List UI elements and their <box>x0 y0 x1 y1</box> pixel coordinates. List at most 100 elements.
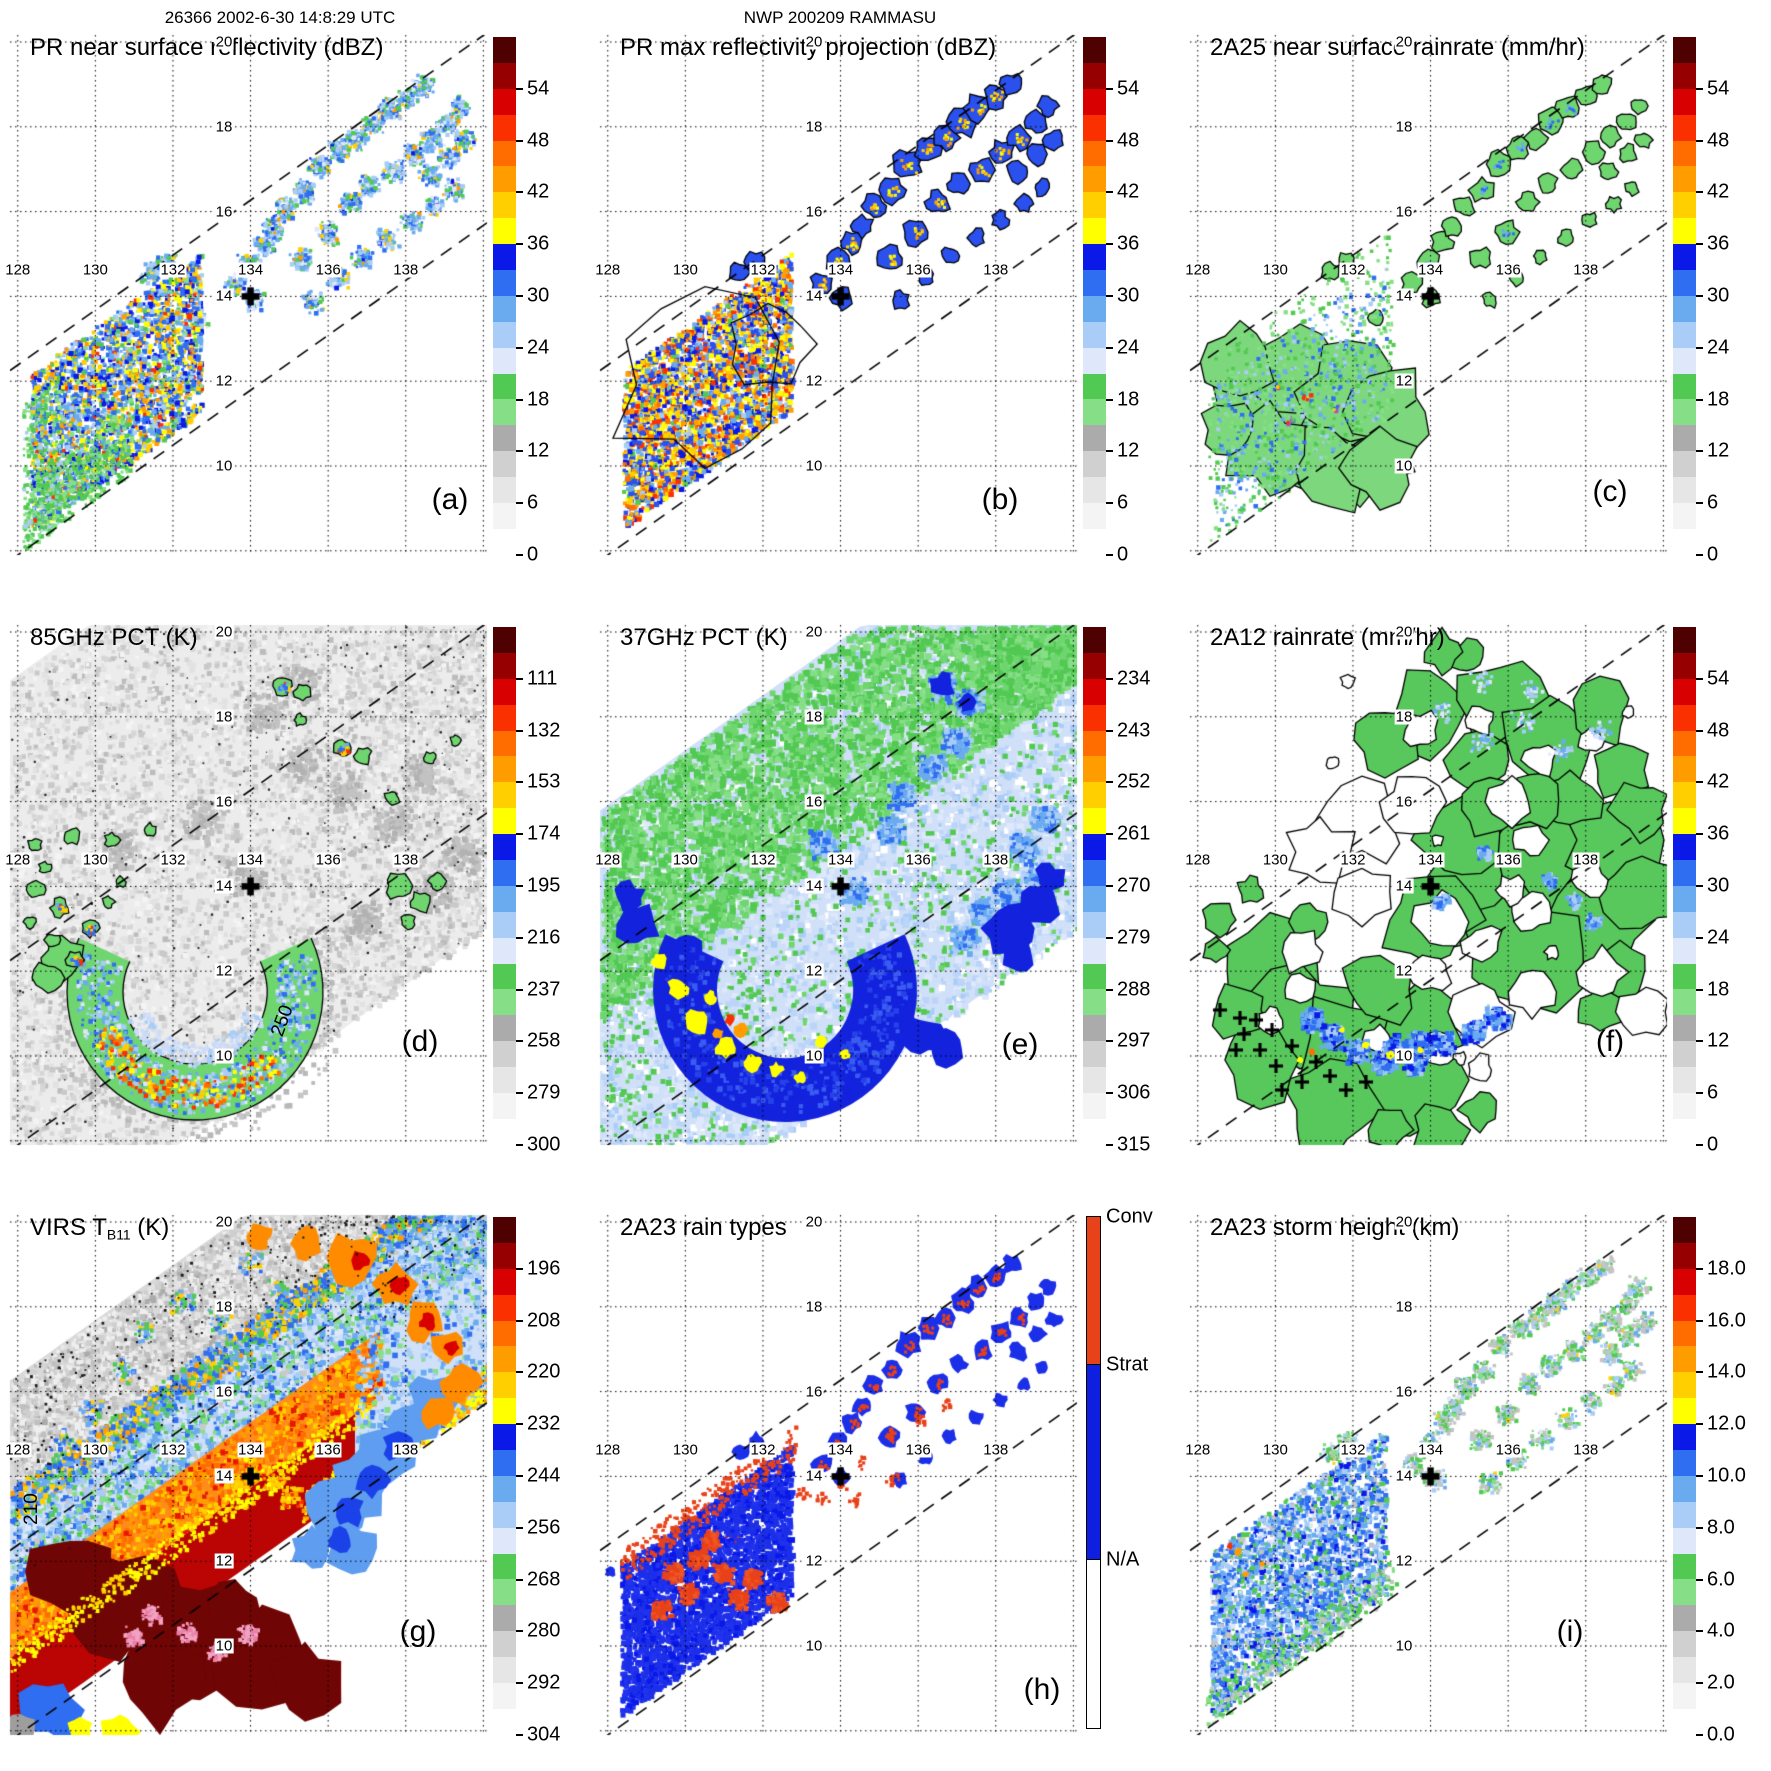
colorbar-segment <box>1673 808 1696 835</box>
colorbar-tick <box>1106 781 1113 784</box>
colorbar-tick <box>1696 191 1703 194</box>
colorbar-segment <box>1673 1294 1696 1321</box>
colorbar-tick <box>1106 295 1113 297</box>
colorbar-segment <box>1673 218 1696 245</box>
colorbar-label: 8.0 <box>1707 1516 1735 1539</box>
lon-label: 136 <box>314 1441 342 1459</box>
map-canvas-h <box>590 1180 1082 1750</box>
colorbar-label: 14.0 <box>1707 1360 1746 1383</box>
panel-b: PR max reflectivity projection (dBZ) (b) 1… <box>590 0 1180 590</box>
lat-label: 18 <box>1394 118 1414 136</box>
lon-label: 130 <box>671 851 699 869</box>
panel-letter-a: (a) <box>431 483 469 516</box>
colorbar-tick <box>1106 243 1113 246</box>
colorbar-tick <box>1696 346 1703 349</box>
colorbar-segment <box>1673 425 1696 452</box>
colorbar-label: 0 <box>1707 1133 1719 1156</box>
colorbar-label: 111 <box>527 667 558 690</box>
colorbar-segment <box>1673 1424 1696 1451</box>
panel-title-part: PR near surface reflectivity (dBZ) <box>30 34 384 61</box>
colorbar-label: 18 <box>1117 388 1140 411</box>
colorbar-segment <box>1083 911 1106 938</box>
lat-label: 16 <box>1394 203 1414 221</box>
lon-label: 134 <box>827 851 855 869</box>
lat-label: 12 <box>1394 372 1414 390</box>
colorbar-segment <box>493 88 516 115</box>
lon-label: 136 <box>314 851 342 869</box>
colorbar-segment <box>493 1657 516 1684</box>
lat-label: 18 <box>214 708 234 726</box>
lon-label: 130 <box>81 261 109 279</box>
panel-letter-g: (g) <box>399 1615 437 1648</box>
colorbar-segment <box>493 808 516 835</box>
colorbar-segment <box>1083 399 1106 426</box>
colorbar-label: 261 <box>1117 822 1151 845</box>
lon-label: 130 <box>1261 1441 1289 1459</box>
lat-label: 10 <box>214 1637 234 1655</box>
colorbar-label: 243 <box>1117 719 1151 742</box>
colorbar-tick <box>516 139 523 142</box>
colorbar-segment <box>493 62 516 89</box>
lat-label: 14 <box>804 1467 824 1485</box>
lat-label: 16 <box>214 203 234 221</box>
colorbar-tick <box>1106 885 1113 887</box>
colorbar-segment <box>1673 114 1696 141</box>
colorbar-segment <box>493 218 516 245</box>
colorbar-segment <box>1673 1450 1696 1476</box>
lat-label: 10 <box>214 457 234 475</box>
colorbar-segment <box>493 1527 516 1554</box>
colorbar-tick <box>1106 191 1113 194</box>
colorbar-segment <box>1673 937 1696 964</box>
colorbar-segment <box>1673 911 1696 938</box>
lon-label: 134 <box>1417 261 1445 279</box>
colorbar-g <box>493 1217 516 1735</box>
colorbar-label: 48 <box>1707 719 1730 742</box>
colorbar-tick <box>1696 1630 1703 1633</box>
lon-label: 130 <box>671 1441 699 1459</box>
colorbar-segment <box>493 1475 516 1502</box>
lat-label: 14 <box>1394 1467 1414 1485</box>
colorbar-label: 54 <box>1707 77 1730 100</box>
lat-label: 12 <box>214 1552 234 1570</box>
colorbar-label: 174 <box>527 822 561 845</box>
colorbar-segment <box>493 1268 516 1295</box>
colorbar-tick <box>1106 87 1113 90</box>
lon-label: 138 <box>392 1441 420 1459</box>
colorbar-tick <box>516 1092 523 1095</box>
colorbar-tick <box>516 1475 523 1477</box>
colorbar-tick <box>1696 1423 1703 1426</box>
colorbar-segment <box>1673 1320 1696 1347</box>
colorbar-d <box>493 627 516 1145</box>
colorbar-tick <box>1696 885 1703 887</box>
colorbar-segment <box>1083 627 1106 653</box>
colorbar-segment <box>1673 321 1696 348</box>
colorbar-segment <box>493 503 516 529</box>
colorbar-tick <box>1696 1371 1703 1374</box>
lat-label: 18 <box>804 118 824 136</box>
colorbar-tick <box>1696 833 1703 836</box>
colorbar-segment <box>1673 1527 1696 1554</box>
lat-label: 18 <box>1394 1298 1414 1316</box>
panel-title-part: 85GHz PCT (K) <box>30 624 198 651</box>
colorbar-tick <box>1106 1040 1113 1043</box>
colorbar-category-label: Strat <box>1106 1353 1149 1376</box>
colorbar-tick <box>516 450 523 453</box>
colorbar-segment <box>1083 756 1106 783</box>
panel-title-a: PR near surface reflectivity (dBZ) <box>30 34 383 62</box>
map-canvas-e <box>590 590 1082 1160</box>
lon-label: 136 <box>1494 261 1522 279</box>
lat-label: 12 <box>214 372 234 390</box>
colorbar-label: 304 <box>527 1723 561 1746</box>
lat-label: 16 <box>1394 793 1414 811</box>
colorbar-segment <box>1673 834 1696 861</box>
colorbar-segment <box>1083 963 1106 990</box>
colorbar-label: 268 <box>527 1568 561 1591</box>
colorbar-label: 48 <box>1117 129 1140 152</box>
colorbar-segment <box>1673 1346 1696 1373</box>
colorbar-segment <box>493 627 516 653</box>
colorbar-category-strat <box>1086 1364 1101 1561</box>
colorbar-label: 12.0 <box>1707 1412 1746 1435</box>
colorbar-tick <box>1696 1682 1703 1685</box>
colorbar-segment <box>1673 477 1696 504</box>
colorbar-tick <box>1696 781 1703 784</box>
